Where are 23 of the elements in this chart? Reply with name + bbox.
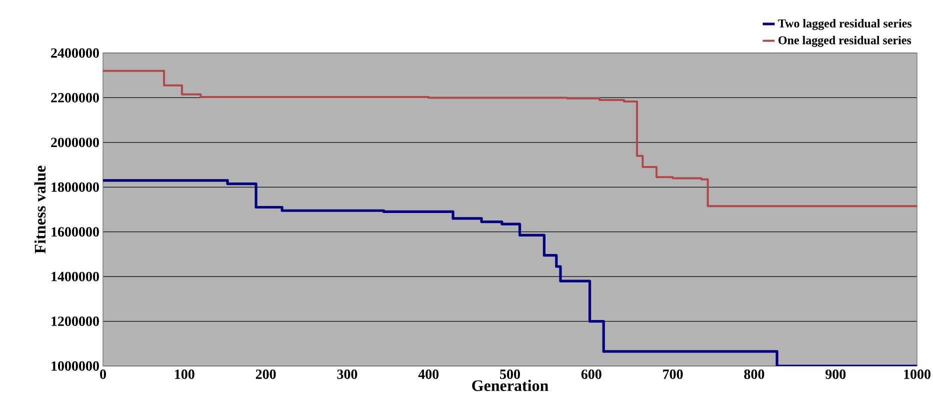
- x-tick-label: 400: [418, 370, 439, 379]
- x-tick-label: 800: [744, 370, 764, 379]
- x-axis-title: Generation: [472, 380, 548, 392]
- x-tick-label: 1000: [904, 370, 930, 379]
- legend-label: One lagged residual series: [778, 36, 912, 47]
- x-tick-label: 700: [663, 370, 683, 379]
- y-tick-label: 1600000: [52, 227, 99, 237]
- x-tick-label: 300: [337, 370, 358, 379]
- x-tick-label: 600: [581, 370, 602, 379]
- y-tick-label: 2200000: [51, 92, 99, 102]
- y-tick-label: 2400000: [51, 48, 99, 58]
- x-tick-label: 500: [500, 370, 520, 379]
- x-tick-label: 200: [256, 370, 276, 379]
- x-tick-label: 100: [175, 370, 194, 379]
- y-tick-label: 1400000: [52, 272, 99, 282]
- x-tick-label: 0: [100, 370, 106, 379]
- y-tick-label: 1800000: [52, 182, 99, 192]
- y-axis-title: Fitness value: [34, 166, 46, 254]
- legend-label: Two lagged residual series: [778, 19, 912, 30]
- y-tick-label: 2000000: [51, 138, 99, 148]
- y-tick-label: 1200000: [52, 316, 99, 326]
- y-tick-label: 1000000: [52, 361, 99, 371]
- x-tick-label: 900: [826, 370, 846, 379]
